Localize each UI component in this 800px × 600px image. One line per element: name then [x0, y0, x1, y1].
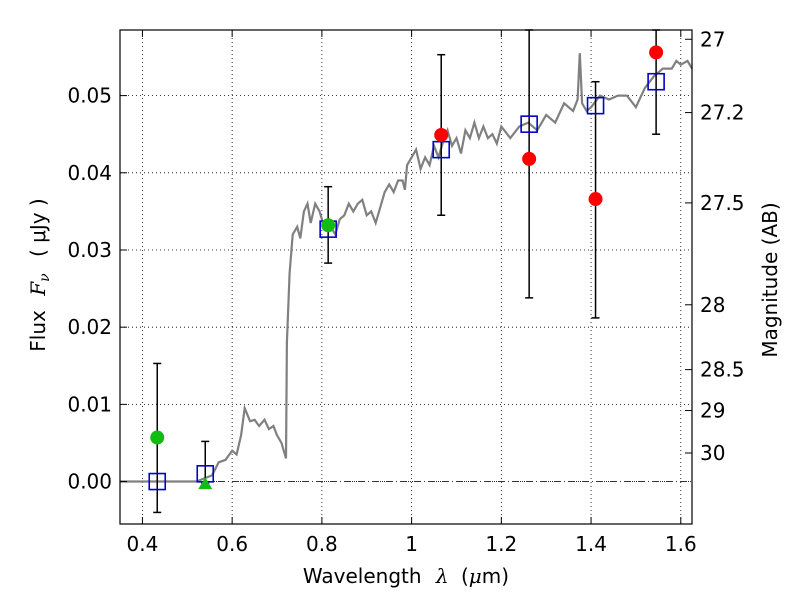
axis-ticks: 0.4 0.6 0.8 1 1.2 1.4 1.6 0.00 0.01 0.02 0.03 0.04 0… — [67, 27, 744, 556]
model-photometry-square — [586, 96, 605, 115]
mag-tick-label: 29 — [700, 399, 725, 423]
x-axis-title: Wavelength λ (μm) — [303, 564, 509, 588]
y-tick-label: 0.05 — [67, 84, 112, 108]
plot-frame — [119, 29, 693, 525]
y-tick-label: 0.00 — [67, 470, 112, 494]
x-tick-label: 0.8 — [306, 532, 338, 556]
observed-point-green-triangle — [198, 477, 213, 490]
model-spectrum-line — [120, 53, 693, 483]
observed-point-red — [522, 151, 537, 166]
model-photometry-square — [148, 472, 167, 491]
y-tick-label: 0.03 — [67, 238, 112, 262]
x-tick-label: 0.6 — [216, 532, 248, 556]
mag-tick-label: 27.5 — [700, 191, 745, 215]
mag-tick-label: 28 — [700, 293, 725, 317]
y-tick-label: 0.04 — [67, 161, 112, 185]
y-axis-title-text: Flux — [26, 310, 50, 352]
model-photometry-square — [520, 115, 538, 133]
x-tick-label: 0.4 — [127, 532, 159, 556]
observed-point-red — [434, 127, 449, 142]
y-tick-label: 0.02 — [67, 315, 112, 339]
observed-point-red — [588, 192, 603, 207]
x-axis-unit-rest: m) — [482, 564, 509, 588]
y-tick-label: 0.01 — [67, 392, 112, 416]
model-photometry-square — [647, 72, 665, 91]
model-photometry-markers — [148, 72, 665, 491]
observed-point-green — [150, 430, 165, 445]
y-axis-subscript: ν — [37, 273, 53, 282]
observed-point-red — [649, 45, 664, 60]
mag-tick-label: 30 — [700, 441, 725, 465]
x-axis-unit-open: ( — [461, 564, 469, 588]
x-axis-title-text: Wavelength — [303, 564, 422, 588]
mag-tick-label: 27.2 — [700, 101, 745, 125]
x-tick-label: 1.6 — [665, 532, 697, 556]
x-tick-label: 1.2 — [485, 532, 517, 556]
y-axis-unit: ( μJy ) — [26, 198, 50, 257]
x-axis-symbol: λ — [435, 564, 449, 588]
x-axis-unit-mu: μ — [469, 564, 482, 588]
mag-tick-label: 27 — [700, 27, 725, 51]
x-tick-label: 1.4 — [575, 532, 607, 556]
x-tick-label: 1 — [405, 532, 418, 556]
observed-markers — [150, 45, 664, 490]
y-axis-title: Flux Fν ( μJy ) — [26, 198, 54, 351]
observed-point-green — [321, 218, 336, 233]
errorbars-layer — [153, 29, 661, 514]
y-axis-symbol: F — [26, 281, 50, 297]
mag-tick-label: 28.5 — [700, 358, 745, 382]
y2-axis-title: Magnitude (AB) — [758, 202, 782, 357]
